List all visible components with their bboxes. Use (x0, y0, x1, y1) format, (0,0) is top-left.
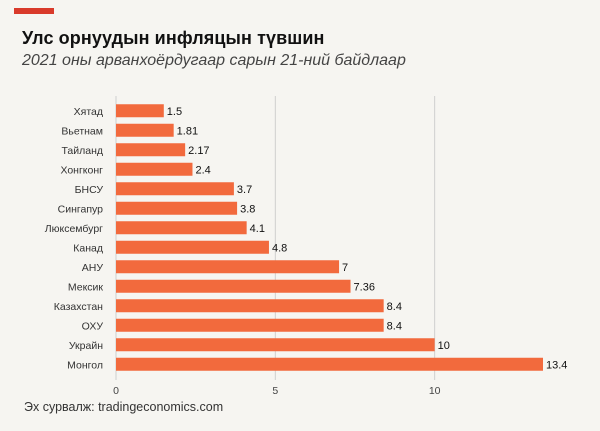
bar (116, 162, 193, 176)
value-label: 3.7 (237, 184, 252, 196)
bar (116, 201, 238, 215)
category-label: АНУ (82, 262, 104, 274)
category-label: Вьетнам (61, 125, 103, 137)
bar (116, 338, 435, 352)
category-label: ОХУ (82, 320, 104, 332)
value-label: 7 (342, 262, 348, 274)
category-label: Украйн (69, 340, 103, 352)
value-label: 4.8 (272, 242, 287, 254)
chart-subtitle: 2021 оны арванхоёрдугаар сарын 21-ний ба… (22, 52, 406, 69)
value-label: 10 (438, 340, 450, 352)
category-label: Хонгконг (60, 164, 103, 176)
accent-bar (14, 8, 54, 14)
bar (116, 318, 384, 332)
category-label: Монгол (67, 359, 103, 371)
value-label: 1.5 (167, 106, 182, 118)
category-label: Казахстан (54, 301, 103, 313)
bar (116, 143, 186, 157)
value-label: 8.4 (387, 320, 402, 332)
bar (116, 123, 174, 137)
chart-title: Улс орнуудын инфляцын түвшин (22, 28, 325, 48)
x-tick-label: 10 (429, 385, 441, 397)
bar (116, 260, 340, 274)
value-label: 2.4 (195, 164, 210, 176)
category-label: Тайланд (61, 145, 103, 157)
bar (116, 279, 351, 293)
bar (116, 299, 384, 313)
source-note: Эх сурвалж: tradingeconomics.com (24, 400, 224, 414)
bar (116, 104, 164, 118)
category-label: Хятад (74, 106, 103, 118)
category-label: Мексик (68, 281, 104, 293)
value-label: 4.1 (250, 223, 265, 235)
value-label: 2.17 (188, 145, 209, 157)
category-label: Люксембург (45, 223, 103, 235)
value-label: 3.8 (240, 203, 255, 215)
bar (116, 182, 234, 196)
category-label: БНСУ (75, 184, 104, 196)
value-label: 8.4 (387, 301, 402, 313)
bar (116, 240, 269, 254)
x-tick-label: 5 (272, 385, 278, 397)
value-label: 7.36 (354, 281, 375, 293)
category-label: Сингапур (58, 203, 104, 215)
value-label: 1.81 (177, 125, 198, 137)
value-label: 13.4 (546, 359, 567, 371)
bar (116, 357, 543, 371)
x-tick-label: 0 (113, 385, 119, 397)
category-label: Канад (73, 242, 103, 254)
bar (116, 221, 247, 235)
